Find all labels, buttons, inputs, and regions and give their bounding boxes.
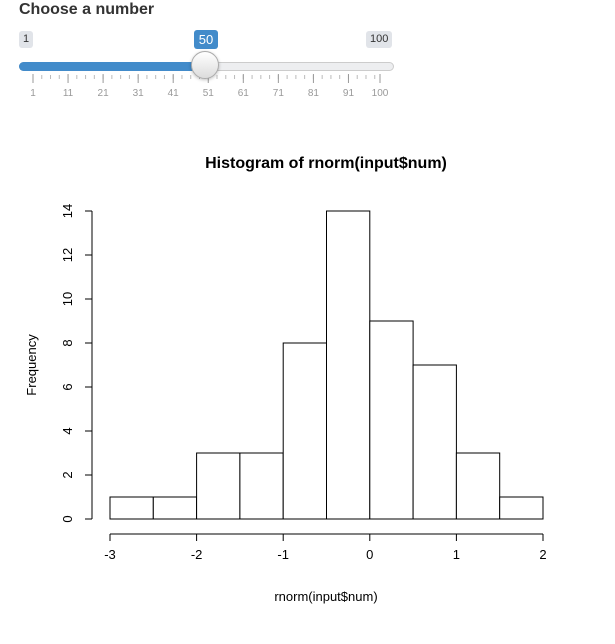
y-tick-label: 12 <box>60 248 75 262</box>
slider-tick-label: 71 <box>272 88 284 99</box>
y-tick-label: 14 <box>60 204 75 218</box>
y-tick-label: 8 <box>60 339 75 346</box>
slider-tick-label: 11 <box>62 88 74 99</box>
slider-tick-label: 100 <box>371 88 389 99</box>
histogram-bars <box>109 210 544 520</box>
histogram-bar <box>499 496 544 520</box>
slider-tick-label: 41 <box>167 88 179 99</box>
y-tick-label: 2 <box>60 471 75 478</box>
slider-tick-label: 31 <box>132 88 144 99</box>
slider-ticks <box>32 74 381 83</box>
slider-tick-label: 51 <box>202 88 214 99</box>
y-axis-label: Frequency <box>24 334 39 396</box>
x-tick-label: -1 <box>277 547 289 562</box>
y-axis: 0 2 4 6 8 10 12 14 <box>60 204 93 523</box>
slider-handle[interactable] <box>190 51 219 79</box>
histogram-chart: Histogram of rnorm(input$num) -3 -2 -1 0 1 2 … <box>24 155 547 604</box>
histogram-bar <box>282 342 328 520</box>
x-axis: -3 -2 -1 0 1 2 <box>104 533 547 562</box>
histogram-bar <box>326 210 371 520</box>
slider-track-fill <box>19 62 205 71</box>
slider-tick-label: 1 <box>30 88 36 99</box>
slider-min-badge: 1 <box>19 31 34 48</box>
chart-title: Histogram of rnorm(input$num) <box>205 155 447 172</box>
y-tick-label: 6 <box>60 383 75 390</box>
x-tick-label: -2 <box>191 547 203 562</box>
slider-tick-label: 91 <box>342 88 355 99</box>
y-tick-label: 0 <box>60 515 75 522</box>
histogram-bar <box>455 452 501 520</box>
x-tick-label: 2 <box>539 547 546 562</box>
x-axis-label: rnorm(input$num) <box>274 589 377 604</box>
slider-max-badge: 100 <box>366 31 393 48</box>
y-tick-label: 4 <box>60 427 75 434</box>
x-tick-label: 0 <box>366 547 373 562</box>
slider-value-badge: 50 <box>193 30 219 49</box>
y-tick-label: 10 <box>60 292 75 306</box>
slider-tick-label: 81 <box>307 88 319 99</box>
slider-tick-label: 21 <box>97 88 109 99</box>
histogram-bar <box>109 496 154 520</box>
histogram-bar <box>412 364 457 520</box>
histogram-bar <box>369 320 414 520</box>
histogram-bar <box>239 452 284 520</box>
x-tick-label: -3 <box>104 547 116 562</box>
x-tick-label: 1 <box>453 547 460 562</box>
number-slider[interactable]: Choose a number 1 100 50 1 11 21 31 41 51 61 71… <box>0 0 615 110</box>
slider-label: Choose a number <box>19 1 155 18</box>
histogram-bar <box>152 496 198 520</box>
slider-tick-label: 61 <box>237 88 249 99</box>
histogram-bar <box>196 452 241 520</box>
